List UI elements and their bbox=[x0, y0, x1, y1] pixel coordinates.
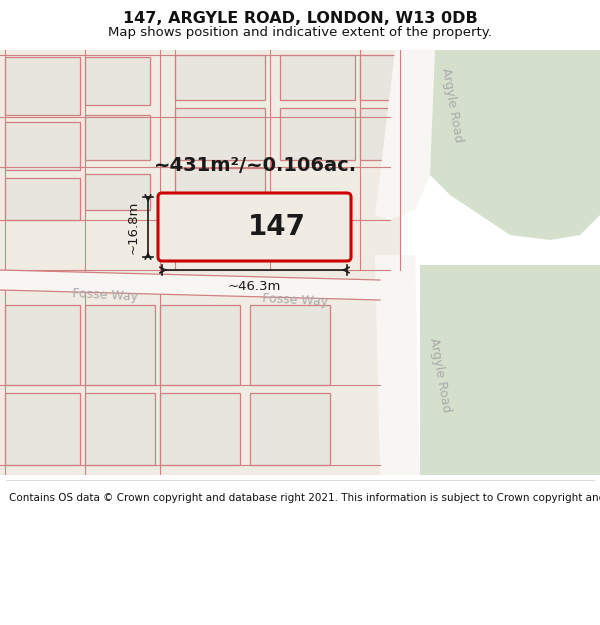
Bar bbox=[250, 393, 330, 465]
Bar bbox=[5, 122, 80, 170]
Polygon shape bbox=[0, 50, 400, 475]
Bar bbox=[175, 168, 265, 220]
Bar bbox=[5, 305, 80, 385]
Bar bbox=[160, 305, 240, 385]
Polygon shape bbox=[420, 265, 600, 475]
Text: ~431m²/~0.106ac.: ~431m²/~0.106ac. bbox=[154, 156, 356, 174]
Bar bbox=[85, 115, 150, 160]
Bar bbox=[360, 55, 395, 100]
Text: ~46.3m: ~46.3m bbox=[228, 280, 281, 293]
Polygon shape bbox=[0, 270, 380, 300]
Polygon shape bbox=[430, 50, 600, 240]
Polygon shape bbox=[375, 50, 435, 220]
Text: Fosse Way: Fosse Way bbox=[262, 292, 328, 308]
Bar bbox=[175, 108, 265, 160]
Bar bbox=[5, 57, 80, 115]
Bar bbox=[5, 178, 80, 220]
FancyBboxPatch shape bbox=[158, 193, 351, 261]
Bar bbox=[85, 305, 155, 385]
Text: 147: 147 bbox=[248, 213, 306, 241]
Bar bbox=[360, 108, 395, 160]
Bar bbox=[280, 108, 355, 160]
Text: ~16.8m: ~16.8m bbox=[127, 200, 140, 254]
Bar bbox=[280, 55, 355, 100]
Bar bbox=[85, 174, 150, 210]
Bar bbox=[5, 393, 80, 465]
Text: Map shows position and indicative extent of the property.: Map shows position and indicative extent… bbox=[108, 26, 492, 39]
Text: Contains OS data © Crown copyright and database right 2021. This information is : Contains OS data © Crown copyright and d… bbox=[9, 493, 600, 503]
Text: Fosse Way: Fosse Way bbox=[72, 287, 138, 303]
Bar bbox=[85, 57, 150, 105]
Bar bbox=[160, 393, 240, 465]
Text: Argyle Road: Argyle Road bbox=[439, 67, 465, 143]
Bar bbox=[250, 305, 330, 385]
Text: Argyle Road: Argyle Road bbox=[427, 337, 453, 413]
Text: 147, ARGYLE ROAD, LONDON, W13 0DB: 147, ARGYLE ROAD, LONDON, W13 0DB bbox=[122, 11, 478, 26]
Polygon shape bbox=[375, 255, 420, 475]
Bar bbox=[85, 393, 155, 465]
Bar bbox=[175, 55, 265, 100]
